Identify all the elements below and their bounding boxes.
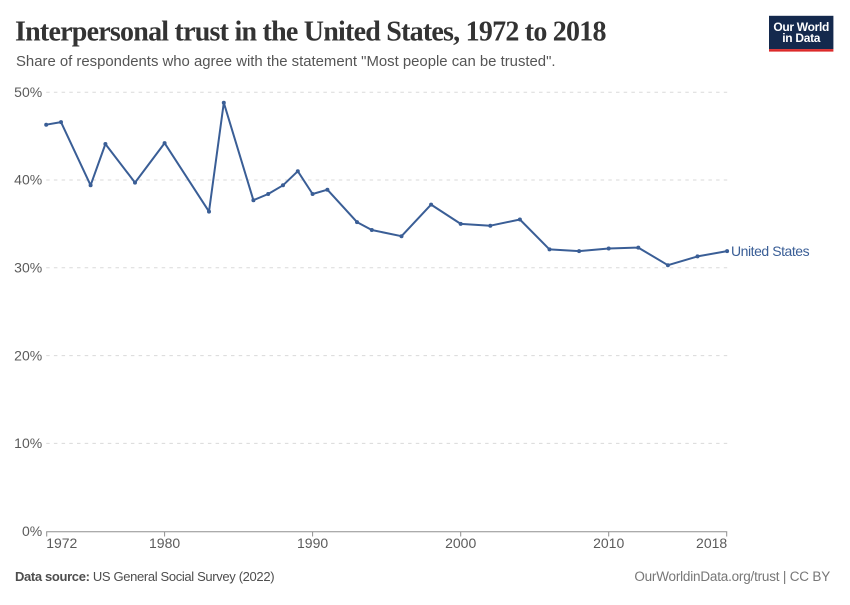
svg-text:1972: 1972 xyxy=(46,535,77,551)
svg-text:2000: 2000 xyxy=(445,535,476,551)
svg-text:2010: 2010 xyxy=(593,535,624,551)
svg-text:United States: United States xyxy=(731,243,810,259)
svg-text:Data source: US General Social: Data source: US General Social Survey (2… xyxy=(15,569,274,584)
svg-text:0%: 0% xyxy=(22,523,42,539)
svg-text:30%: 30% xyxy=(14,260,42,276)
svg-text:1980: 1980 xyxy=(149,535,180,551)
svg-text:OurWorldinData.org/trust | CC: OurWorldinData.org/trust | CC BY xyxy=(634,569,830,584)
svg-text:40%: 40% xyxy=(14,172,42,188)
svg-text:10%: 10% xyxy=(14,435,42,451)
svg-text:50%: 50% xyxy=(14,84,42,100)
svg-text:Our World: Our World xyxy=(773,20,829,34)
svg-text:Interpersonal trust in the Uni: Interpersonal trust in the United States… xyxy=(15,17,607,48)
svg-text:Share of respondents who agree: Share of respondents who agree with the … xyxy=(16,54,556,70)
svg-text:2018: 2018 xyxy=(696,535,727,551)
svg-text:in Data: in Data xyxy=(782,31,821,45)
svg-text:1990: 1990 xyxy=(297,535,328,551)
svg-text:20%: 20% xyxy=(14,347,42,363)
